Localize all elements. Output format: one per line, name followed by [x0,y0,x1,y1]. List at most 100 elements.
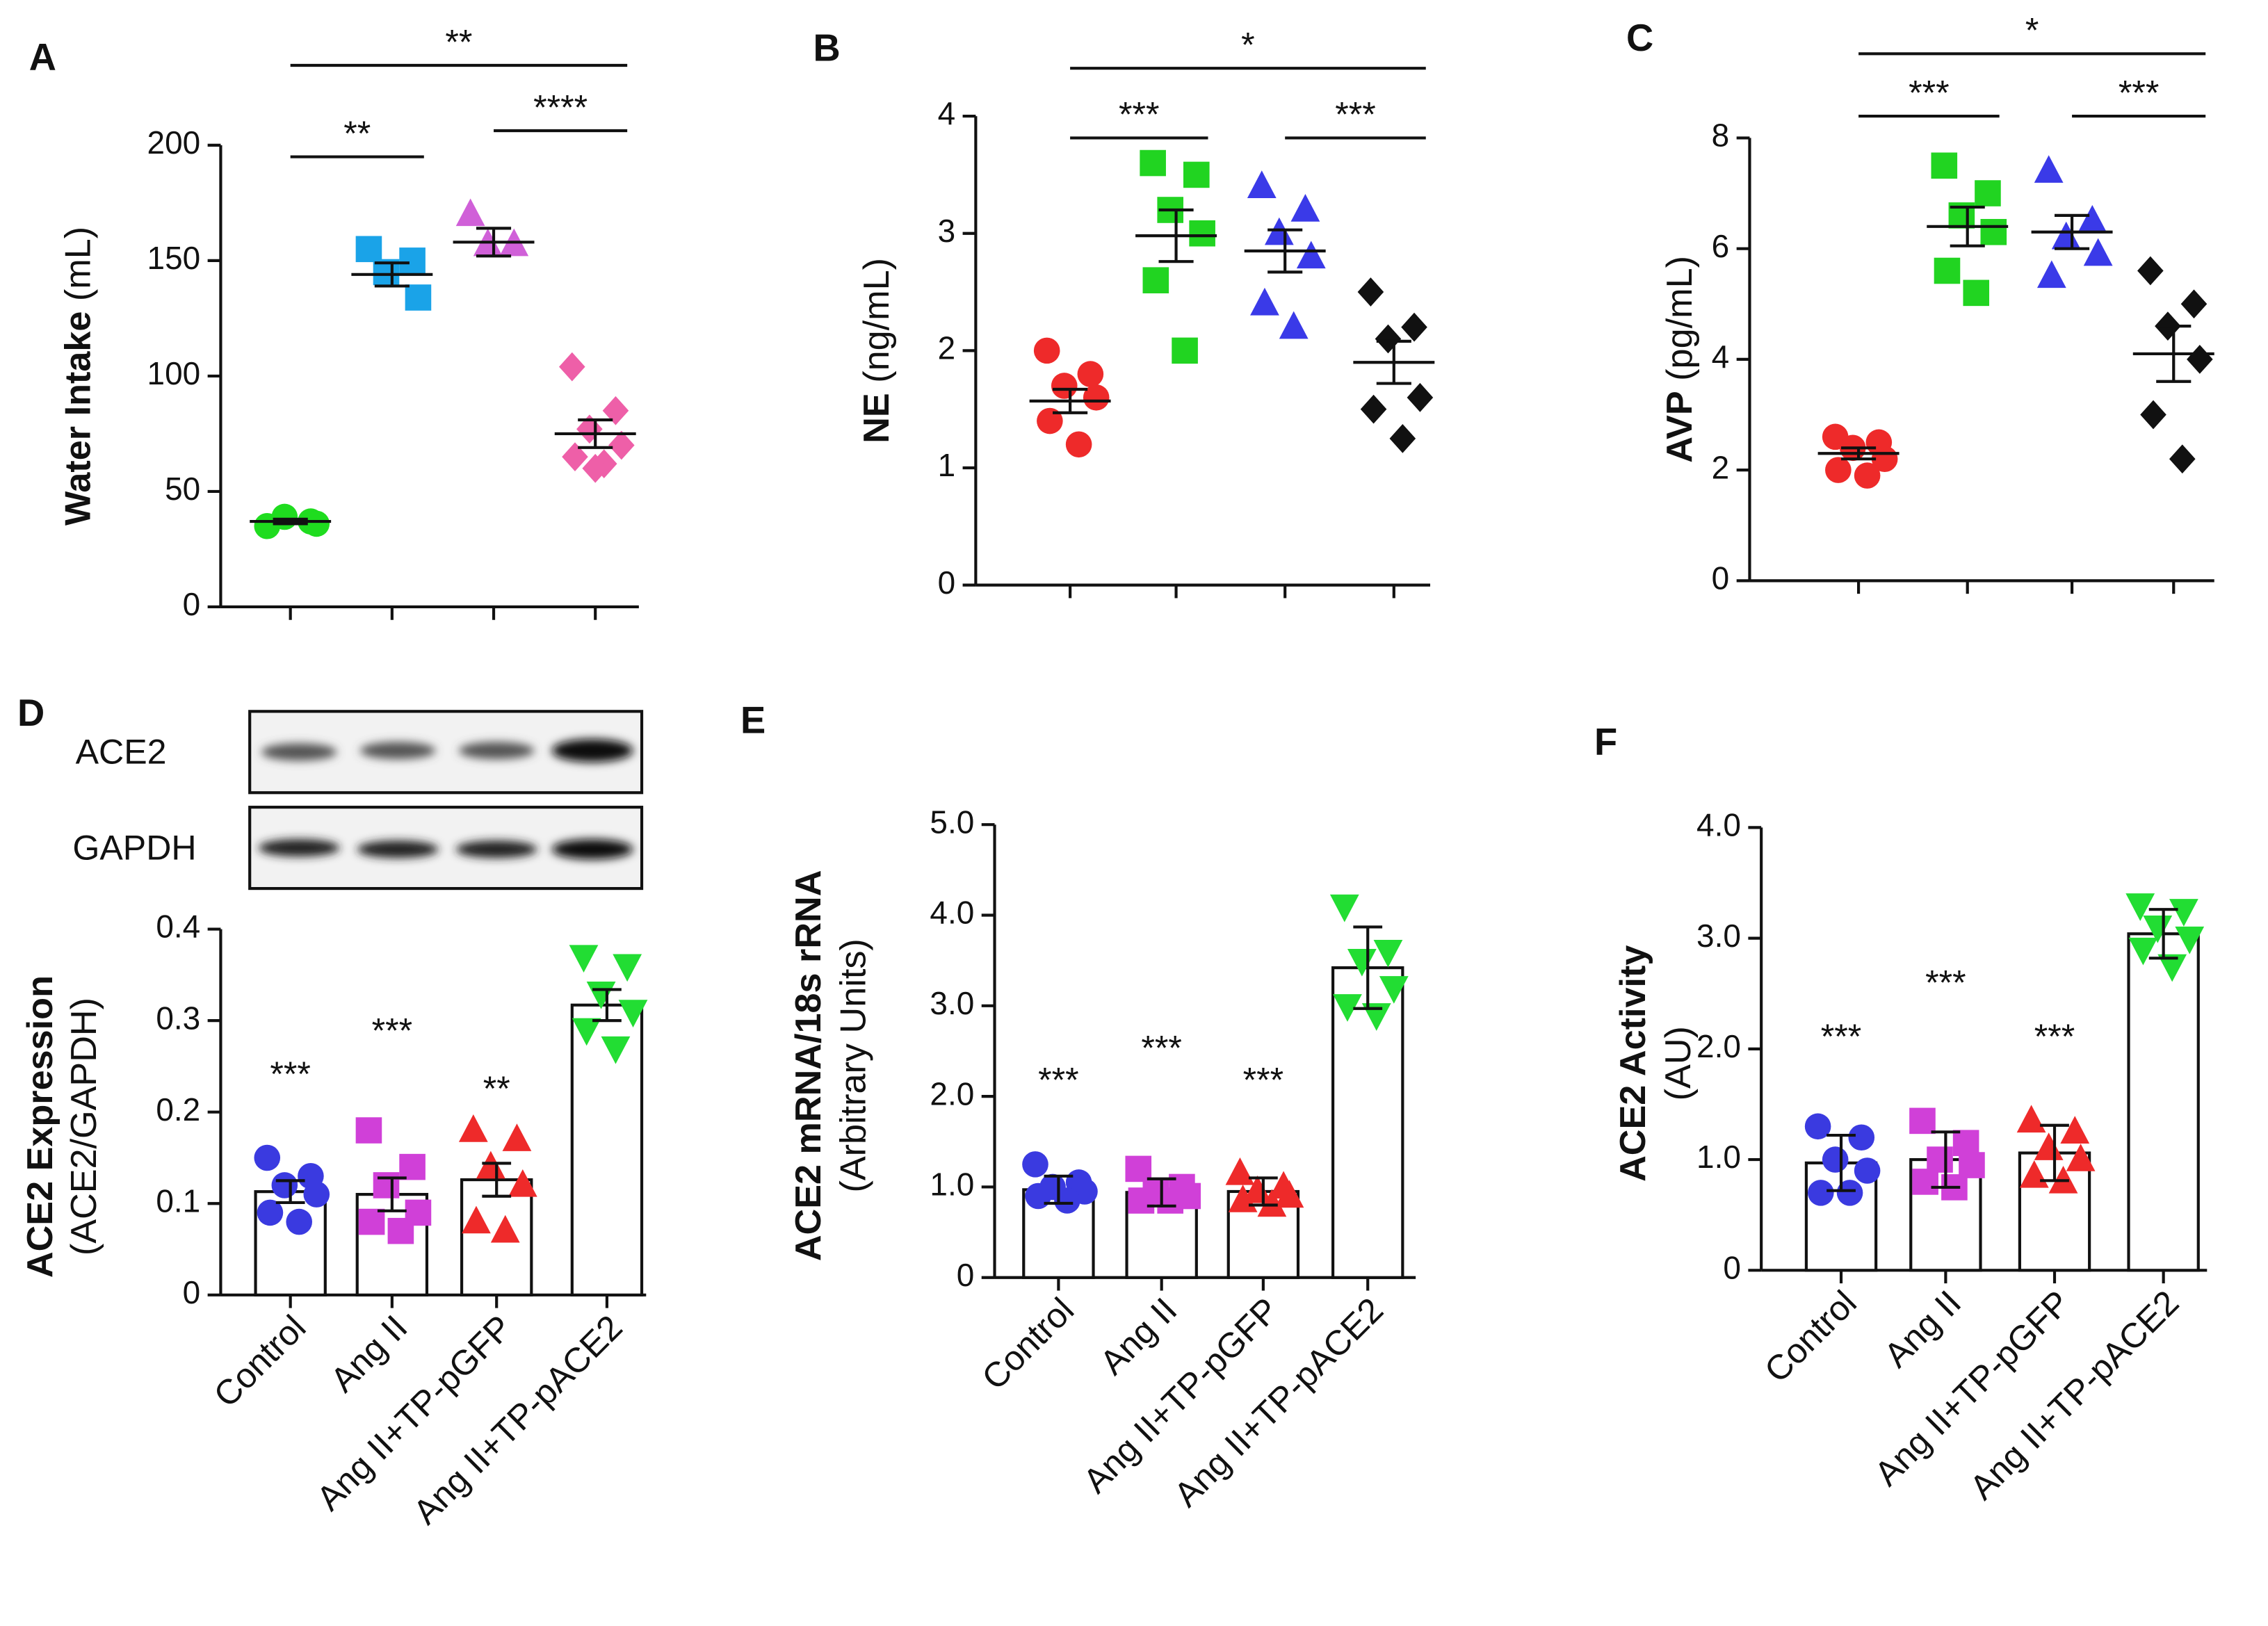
error-bar [2148,908,2178,960]
data-point [1290,194,1320,222]
data-point [399,1153,426,1180]
data-point [1407,382,1434,412]
data-point [572,1018,601,1046]
data-point [458,1114,488,1142]
y-tick-label: 2 [1712,449,1730,485]
panel-label: F [1594,721,1617,763]
data-point [2077,204,2107,233]
data-point [358,1208,385,1235]
y-axis-unit: (ng/mL) [857,258,897,383]
y-axis-unit: (ACE2/GAPDH) [64,998,104,1255]
significance-label: *** [1119,95,1160,134]
data-point [1172,337,1198,364]
data-point [1980,218,2007,245]
y-tick-label: 2 [938,330,956,366]
data-point [582,453,609,483]
data-point [1142,267,1169,293]
y-tick-label: 0 [938,564,956,601]
data-point [399,247,426,274]
data-point [2180,289,2208,319]
y-axis-title: ACE2 Expression [20,975,60,1278]
data-point [1333,994,1362,1022]
data-point [1065,431,1092,458]
bar [1331,966,1404,1279]
x-tick-label: Control [206,1308,314,1415]
panel-label: A [29,35,56,78]
error-bar [2040,1123,2069,1182]
significance-label: **** [533,88,588,127]
data-point [303,510,330,537]
data-point [2034,155,2064,183]
data-point [2066,1144,2096,1171]
data-point [1051,373,1078,399]
data-point [1033,337,1060,364]
data-point [373,1172,400,1198]
y-tick-label: 0.3 [156,1000,200,1036]
x-tick-label: Ang II+TP-pACE2 [406,1308,630,1531]
y-axis-unit: (mL) [58,227,98,301]
data-point [2125,893,2155,921]
data-point [1360,394,1387,424]
x-tick-label: Ang II+TP-pGFP [1867,1283,2077,1493]
data-point [1054,1187,1080,1214]
error-bar [377,1176,407,1212]
data-point [1296,241,1326,269]
y-tick-label: 1.0 [1696,1139,1741,1175]
significance-label: *** [1243,1060,1284,1099]
y-tick-label: 0.1 [156,1182,200,1219]
y-axis-unit: (Arbitrary Units) [834,938,874,1192]
y-axis-label: NE (ng/mL) [857,258,897,444]
data-point [490,1214,520,1243]
y-tick-label: 1 [938,447,956,483]
data-point [601,1036,631,1064]
data-point [1083,384,1110,411]
data-point [2036,260,2066,288]
significance-label: ** [343,114,371,153]
data-point [455,198,485,227]
significance-label: *** [372,1011,413,1050]
data-point [1361,1003,1391,1031]
y-axis-title: ACE2 mRNA/18s rRNA [788,870,829,1262]
data-point [1975,180,2001,206]
bar [2127,932,2200,1272]
significance-label: *** [2034,1017,2075,1056]
x-tick-label: Ang II+TP-pACE2 [1962,1283,2186,1507]
y-tick-label: 4 [938,95,956,131]
data-point [462,1205,491,1234]
data-point [1401,312,1427,342]
data-point [569,945,599,973]
data-point [608,430,635,460]
band [551,738,633,763]
x-tick-label: Control [1757,1283,1864,1390]
significance-label: *** [1141,1029,1182,1068]
y-tick-label: 4.0 [1696,807,1741,843]
significance-label: *** [1925,964,1966,1002]
data-point [1247,170,1277,198]
significance-label: *** [2119,73,2160,112]
significance-label: *** [1821,1017,1862,1056]
y-tick-label: 0 [957,1257,975,1293]
error-bar [1044,1174,1074,1205]
data-point [1804,1113,1831,1140]
data-point [2187,345,2213,374]
data-point [602,396,629,425]
data-point [1274,1180,1304,1208]
western-blot: ACE2 GAPDH [72,710,644,891]
y-tick-label: 2.0 [930,1075,974,1112]
data-point [1854,462,1881,489]
x-tick-label: Ang II [1877,1283,1968,1375]
y-tick-label: 4.0 [930,895,974,931]
data-point [562,442,588,472]
y-tick-label: 4 [1712,339,1730,375]
y-axis-label: Water Intake (mL) [58,227,98,526]
y-tick-label: 2.0 [1696,1028,1741,1064]
band [551,839,633,860]
band [458,742,535,760]
significance-label: *** [1909,73,1950,112]
data-point [1250,287,1279,316]
data-point [1836,1180,1863,1206]
y-tick-label: 5.0 [930,804,974,840]
data-point [1807,1180,1834,1206]
data-point [2140,400,2166,430]
